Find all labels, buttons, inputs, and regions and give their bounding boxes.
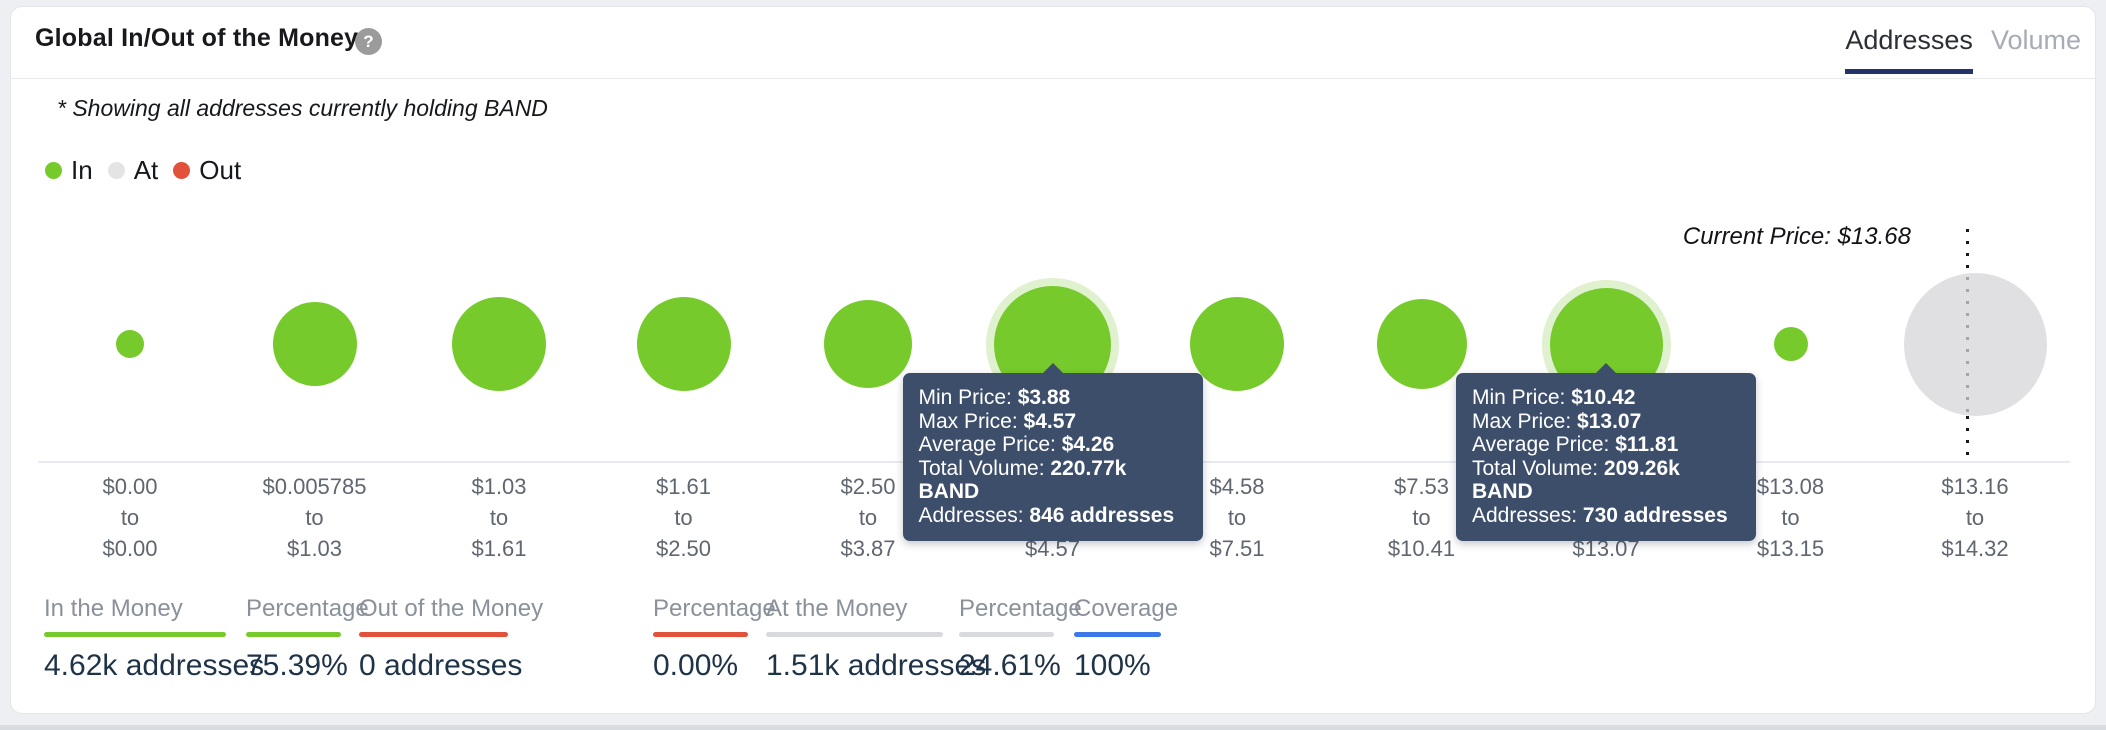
stat-percentage: Percentage 24.61%: [959, 595, 1082, 683]
current-price-label: Current Price: $13.68: [1682, 223, 1911, 250]
legend-item-out[interactable]: Out: [173, 155, 241, 186]
legend: In At Out: [45, 155, 241, 186]
page-bottom-strip: [0, 725, 2106, 730]
header-divider: [11, 78, 2095, 79]
legend-item-label: Out: [199, 155, 242, 185]
stat-label: Percentage: [959, 595, 1082, 622]
page-title: Global In/Out of the Money: [35, 24, 359, 52]
stat-label: Coverage: [1074, 595, 1179, 622]
tooltip-row: Max Price: $13.07: [1472, 409, 1642, 433]
axis-label: $2.50 to $3.87: [840, 474, 896, 561]
axis-label: $4.58 to $7.51: [1209, 474, 1265, 561]
bubble-in-2[interactable]: [272, 302, 357, 386]
tooltip-row: Min Price: $10.42: [1472, 386, 1636, 409]
axis-label: $1.61 to $2.50: [655, 474, 712, 561]
bubble-in-3[interactable]: [452, 297, 546, 391]
stat-in-the-money: In the Money 4.62k addresses: [44, 595, 264, 683]
stat-underline: [359, 632, 508, 637]
tooltip-arrow-icon: [1041, 363, 1064, 374]
bubble-in-4[interactable]: [636, 297, 731, 391]
bubble-chart: Current Price: $13.68 $0.00 to $0.00 $0.005…: [11, 187, 2097, 567]
bubble-in-10[interactable]: [1773, 327, 1808, 361]
stat-underline: [766, 632, 943, 637]
stat-underline: [959, 632, 1054, 637]
axis-label: $0.005785 to $1.03: [262, 474, 367, 561]
tooltip-row: Average Price: $4.26: [918, 433, 1115, 457]
stat-at-the-money: At the Money 1.51k addresses: [766, 595, 986, 683]
current-price-dotted-line: [1966, 229, 1969, 277]
current-price-dotted-line: [1966, 277, 1969, 416]
tab-addresses[interactable]: Addresses: [1845, 25, 1973, 74]
legend-dot-icon: [107, 162, 125, 179]
tooltip-row: Min Price: $3.88: [918, 386, 1071, 409]
stat-value: 4.62k addresses: [44, 649, 265, 682]
tab-volume[interactable]: Volume: [1990, 25, 2081, 55]
legend-item-label: In: [71, 155, 93, 185]
stat-label: Percentage: [653, 595, 776, 622]
bubble-in-7[interactable]: [1190, 297, 1284, 391]
axis-label: $7.53 to $10.41: [1387, 474, 1456, 561]
current-price-dotted-line: [1966, 416, 1969, 460]
tooltip-row: Max Price: $4.57: [918, 409, 1077, 433]
stat-underline: [246, 632, 341, 637]
tooltip-bucket-9: Min Price: $10.42 Max Price: $13.07 Averag…: [1456, 363, 1756, 541]
axis-label: $1.03 to $1.61: [471, 474, 527, 561]
stat-value: 0 addresses: [359, 649, 523, 682]
legend-dot-icon: [45, 162, 62, 179]
view-tabs: Addresses Volume: [1845, 25, 2081, 74]
legend-item-in[interactable]: In: [45, 155, 93, 186]
bubble-at-11[interactable]: [1903, 272, 2047, 416]
stat-label: In the Money: [44, 595, 183, 622]
tooltip-row: Total Volume: 209.26k BAND: [1472, 456, 1680, 504]
axis-label: $0.00 to $0.00: [102, 474, 158, 561]
tooltip-arrow-icon: [1595, 363, 1617, 374]
stat-percentage: Percentage 0.00%: [653, 595, 776, 683]
axis-label: $13.16 to $14.32: [1941, 474, 2009, 561]
bubble-in-1[interactable]: [116, 330, 144, 358]
stat-value: 100%: [1074, 649, 1151, 682]
tooltip-row: Addresses: 730 addresses: [1472, 503, 1728, 527]
bubble-in-8[interactable]: [1376, 299, 1467, 389]
global-in-out-card: Global In/Out of the Money ? Addresses V…: [10, 6, 2096, 714]
help-icon[interactable]: ?: [355, 28, 382, 55]
tooltip-row: Average Price: $11.81: [1472, 433, 1679, 457]
legend-item-at[interactable]: At: [107, 155, 159, 186]
tooltip-bucket-6: Min Price: $3.88 Max Price: $4.57 Average …: [902, 363, 1203, 541]
bubble-in-5[interactable]: [824, 300, 912, 388]
chart-subtitle: * Showing all addresses currently holdin…: [57, 95, 548, 121]
tooltip-row: Addresses: 846 addresses: [918, 503, 1175, 527]
stat-out-of-the-money: Out of the Money 0 addresses: [359, 595, 543, 683]
stat-coverage: Coverage 100%: [1074, 595, 1178, 683]
stat-underline: [653, 632, 748, 637]
stat-percentage: Percentage 75.39%: [246, 595, 369, 683]
tooltip-row: Total Volume: 220.77k BAND: [918, 456, 1127, 504]
stat-label: At the Money: [766, 595, 908, 622]
stat-underline: [1074, 632, 1161, 637]
stat-value: 0.00%: [653, 649, 739, 682]
stat-value: 24.61%: [959, 649, 1061, 682]
stat-label: Out of the Money: [359, 595, 544, 622]
stat-value: 75.39%: [246, 649, 348, 682]
axis-label: $13.08 to $13.15: [1756, 474, 1825, 561]
legend-item-label: At: [133, 155, 159, 185]
stat-value: 1.51k addresses: [766, 649, 987, 682]
stat-label: Percentage: [246, 595, 369, 622]
stat-underline: [44, 632, 226, 637]
legend-dot-icon: [173, 162, 191, 179]
stats-row: In the Money 4.62k addresses Percentage 75.…: [11, 595, 2095, 695]
